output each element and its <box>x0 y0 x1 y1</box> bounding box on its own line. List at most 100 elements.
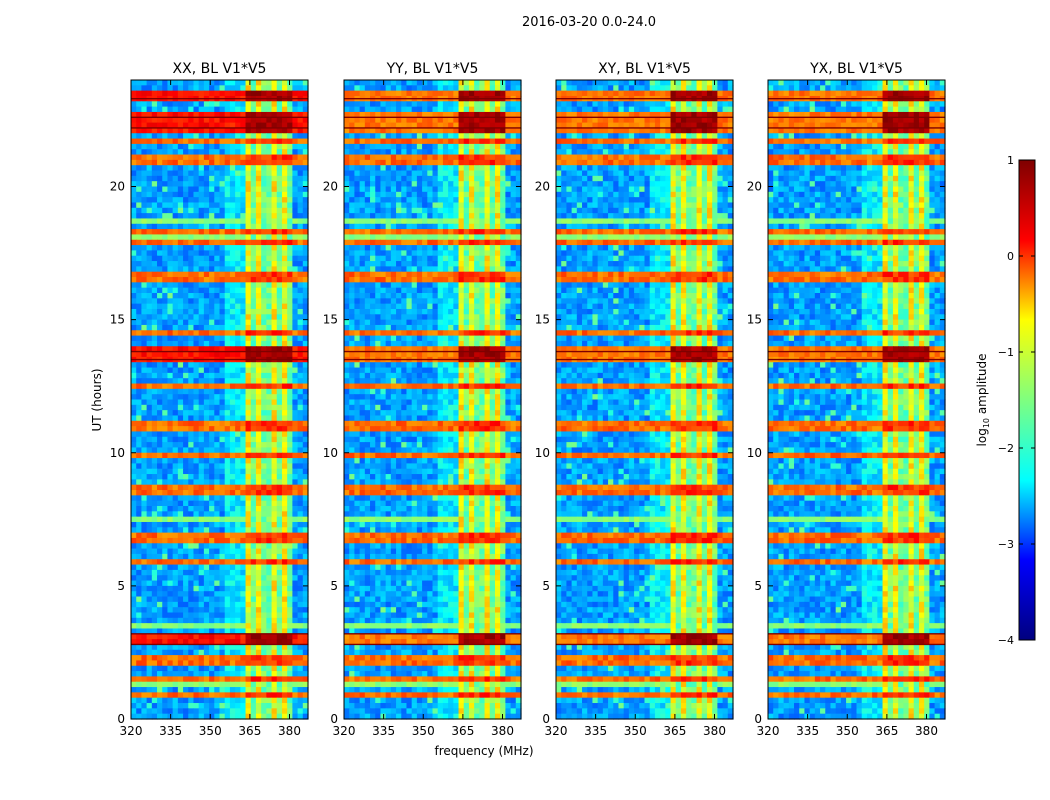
heatmap-cell <box>287 655 293 662</box>
heatmap-cell <box>167 537 174 544</box>
heatmap-cell <box>297 90 304 97</box>
heatmap-cell <box>224 436 231 443</box>
heatmap-cell <box>250 223 257 230</box>
heatmap-cell <box>229 143 236 150</box>
heatmap-cell <box>416 181 423 188</box>
heatmap-cell <box>151 388 158 395</box>
heatmap-cell <box>141 410 148 417</box>
heatmap-cell <box>276 607 283 614</box>
heatmap-cell <box>136 324 143 331</box>
heatmap-cell <box>255 133 262 140</box>
heatmap-cell <box>406 197 413 204</box>
heatmap-cell <box>136 106 143 113</box>
heatmap-cell <box>489 181 496 188</box>
heatmap-cell <box>396 197 402 204</box>
heatmap-cell <box>198 346 205 353</box>
heatmap-cell <box>271 708 278 715</box>
heatmap-cell <box>484 122 491 129</box>
heatmap-cell <box>172 468 179 475</box>
heatmap-cell <box>146 186 153 193</box>
heatmap-cell <box>177 298 184 305</box>
heatmap-cell <box>151 324 158 331</box>
heatmap-cell <box>422 138 428 145</box>
heatmap-cell <box>406 143 413 150</box>
heatmap-cell <box>193 127 200 134</box>
heatmap-cell <box>167 591 174 598</box>
heatmap-cell <box>224 426 231 433</box>
heatmap-cell <box>287 335 293 342</box>
heatmap-cell <box>188 207 195 214</box>
heatmap-cell <box>219 404 226 411</box>
heatmap-cell <box>255 687 262 693</box>
heatmap-cell <box>510 111 517 118</box>
heatmap-cell <box>240 687 247 693</box>
heatmap-cell <box>287 681 293 688</box>
heatmap-cell <box>255 474 262 480</box>
heatmap-cell <box>198 692 205 699</box>
heatmap-cell <box>380 101 387 108</box>
heatmap-cell <box>370 181 376 188</box>
heatmap-cell <box>250 245 257 251</box>
heatmap-cell <box>203 250 210 257</box>
heatmap-cell <box>500 175 506 182</box>
heatmap-cell <box>255 548 262 555</box>
heatmap-cell <box>261 564 267 571</box>
heatmap-cell <box>302 644 309 651</box>
heatmap-cell <box>219 431 226 438</box>
heatmap-cell <box>188 197 195 204</box>
heatmap-cell <box>474 106 480 113</box>
heatmap-cell <box>193 282 200 289</box>
heatmap-cell <box>344 207 350 214</box>
heatmap-cell <box>292 293 299 299</box>
heatmap-cell <box>276 319 283 326</box>
heatmap-cell <box>219 191 226 198</box>
heatmap-cell <box>261 245 267 251</box>
heatmap-cell <box>162 404 169 411</box>
heatmap-cell <box>167 697 174 704</box>
heatmap-cell <box>203 335 210 342</box>
heatmap-cell <box>141 697 148 704</box>
heatmap-cell <box>448 117 454 124</box>
heatmap-cell <box>157 213 163 220</box>
heatmap-cell <box>281 90 288 97</box>
heatmap-cell <box>141 644 148 651</box>
heatmap-cell <box>261 506 267 512</box>
heatmap-cell <box>453 170 460 177</box>
heatmap-cell <box>219 527 226 534</box>
heatmap-cell <box>172 229 179 236</box>
heatmap-cell <box>219 298 226 305</box>
heatmap-cell <box>245 340 252 347</box>
heatmap-cell <box>172 607 179 614</box>
heatmap-cell <box>146 708 153 715</box>
heatmap-cell <box>250 527 257 534</box>
heatmap-cell <box>219 170 226 177</box>
heatmap-cell <box>240 484 247 491</box>
heatmap-cell <box>297 213 304 220</box>
heatmap-cell <box>167 410 174 417</box>
heatmap-cell <box>172 399 179 406</box>
heatmap-cell <box>250 442 257 449</box>
heatmap-cell <box>287 245 293 251</box>
heatmap-cell <box>281 239 288 246</box>
heatmap-cell <box>245 101 252 108</box>
heatmap-cell <box>224 521 231 528</box>
heatmap-cell <box>183 399 189 406</box>
heatmap-cell <box>177 170 184 177</box>
heatmap-cell <box>177 319 184 326</box>
heatmap-cell <box>162 617 169 624</box>
heatmap-cell <box>198 511 205 518</box>
heatmap-cell <box>281 431 288 438</box>
heatmap-cell <box>271 277 278 283</box>
heatmap-cell <box>183 154 189 161</box>
heatmap-cell <box>224 191 231 198</box>
heatmap-cell <box>240 111 247 118</box>
heatmap-cell <box>188 250 195 257</box>
heatmap-cell <box>396 122 402 129</box>
heatmap-cell <box>500 202 506 209</box>
heatmap-cell <box>359 170 366 177</box>
heatmap-cell <box>458 175 465 182</box>
heatmap-cell <box>240 101 247 108</box>
heatmap-cell <box>287 463 293 470</box>
